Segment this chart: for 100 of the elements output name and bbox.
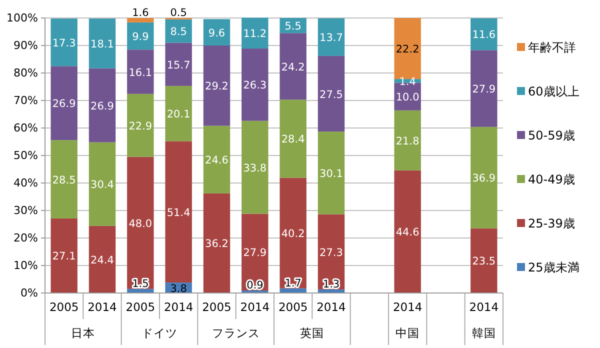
y-tick-label: 90%	[14, 39, 38, 52]
bar	[470, 126, 498, 228]
data-label: 36.9	[472, 172, 496, 185]
data-label: 20.1	[166, 108, 190, 121]
bar	[88, 18, 116, 68]
bar	[470, 18, 498, 50]
text: 中国	[396, 326, 420, 340]
bar	[88, 226, 116, 293]
x-tick-label: 2014	[164, 300, 194, 314]
x-tick-label: 2014	[88, 300, 117, 314]
data-label: 27.3	[320, 246, 343, 259]
data-label: 27.1	[52, 250, 76, 263]
text: 英国	[300, 326, 324, 340]
data-label: 8.5	[170, 26, 187, 38]
data-label: 27.5	[320, 88, 343, 101]
data-label: 22.9	[128, 120, 152, 132]
text: フランス	[212, 326, 260, 340]
bar	[242, 18, 268, 49]
bar	[318, 18, 345, 56]
x-tick-label: 2005	[278, 300, 308, 314]
data-label: 9.9	[132, 31, 149, 44]
x-tick-label: 2014	[240, 300, 270, 314]
y-tick-label: 70%	[14, 94, 38, 108]
data-label: 5.5	[284, 20, 302, 33]
data-label: 18.1	[90, 38, 114, 50]
data-label: 1.4	[399, 76, 416, 88]
data-label: 1.7	[284, 277, 302, 290]
data-label: 36.2	[205, 238, 228, 250]
data-label: 15.7	[166, 59, 190, 72]
y-tick-label: 60%	[14, 122, 38, 135]
text: 韓国	[472, 326, 496, 340]
data-label: 0.9	[246, 280, 264, 292]
x-tick-label: 2005	[49, 300, 79, 314]
text: 日本	[71, 326, 96, 340]
bar	[394, 170, 421, 293]
bar	[280, 100, 306, 178]
bar	[127, 50, 154, 94]
legend-label: 年齢不詳	[528, 40, 576, 54]
bar	[242, 120, 268, 214]
y-tick-label: 10%	[14, 259, 38, 272]
bar	[242, 48, 268, 121]
bar	[165, 19, 192, 43]
y-tick-label: 50%	[14, 149, 38, 162]
data-label: 13.7	[320, 32, 343, 44]
bar	[50, 218, 78, 293]
data-label: 11.6	[472, 29, 496, 42]
bar	[50, 18, 78, 66]
data-label: 23.5	[472, 256, 496, 268]
bar	[280, 33, 306, 100]
data-label: 29.2	[205, 80, 228, 93]
bar	[50, 66, 78, 140]
data-label: 10.0	[396, 92, 420, 104]
legend-label: 50-59歳	[528, 128, 575, 142]
bar	[165, 141, 192, 283]
y-tick-label: 20%	[14, 232, 38, 245]
x-tick-label: 2014	[316, 300, 346, 314]
x-tick-label: 2014	[469, 300, 499, 314]
y-tick-label: 80%	[14, 66, 38, 80]
data-label: 44.6	[396, 226, 420, 239]
bar	[203, 19, 230, 46]
data-label: 3.8	[170, 282, 187, 295]
bar	[394, 110, 421, 170]
data-label: 11.2	[243, 28, 267, 40]
data-label: 48.0	[128, 218, 152, 230]
x-tick-label: 2005	[126, 300, 156, 314]
bar	[470, 228, 498, 293]
data-label: 1.5	[132, 278, 149, 290]
data-label: 27.9	[243, 247, 267, 260]
bar	[203, 46, 230, 126]
bar	[50, 140, 78, 218]
legend-label: 60歳以上	[528, 84, 580, 98]
data-label: 30.4	[90, 179, 114, 192]
bar	[88, 142, 116, 226]
y-tick-label: 100%	[6, 12, 38, 25]
bar	[470, 50, 498, 127]
data-label: 33.8	[243, 162, 267, 174]
data-label: 28.5	[52, 174, 76, 186]
bar	[203, 193, 230, 293]
data-label: 51.4	[166, 206, 191, 219]
data-label: 27.9	[472, 84, 496, 96]
data-label: 28.4	[281, 134, 306, 146]
y-tick-label: 30%	[14, 204, 38, 218]
data-label: 22.2	[396, 44, 420, 56]
y-tick-label: 40%	[14, 176, 38, 190]
legend-label: 25-39歳	[528, 216, 575, 230]
data-label: 40.2	[281, 228, 305, 240]
data-label: 0.5	[170, 7, 187, 19]
legend-label: 40-49歳	[528, 172, 575, 186]
bar	[280, 178, 306, 288]
data-label: 16.1	[128, 66, 152, 79]
bar	[203, 126, 230, 194]
x-tick-label: 2005	[202, 300, 232, 314]
data-label: 24.2	[281, 61, 305, 74]
x-tick-label: 2014	[392, 300, 422, 314]
text: ドイツ	[142, 326, 178, 340]
legend-label: 25歳未満	[528, 260, 580, 274]
bar	[127, 94, 154, 157]
data-label: 30.1	[320, 168, 343, 180]
y-tick-label: 0%	[20, 286, 38, 300]
data-label: 26.9	[52, 98, 76, 110]
